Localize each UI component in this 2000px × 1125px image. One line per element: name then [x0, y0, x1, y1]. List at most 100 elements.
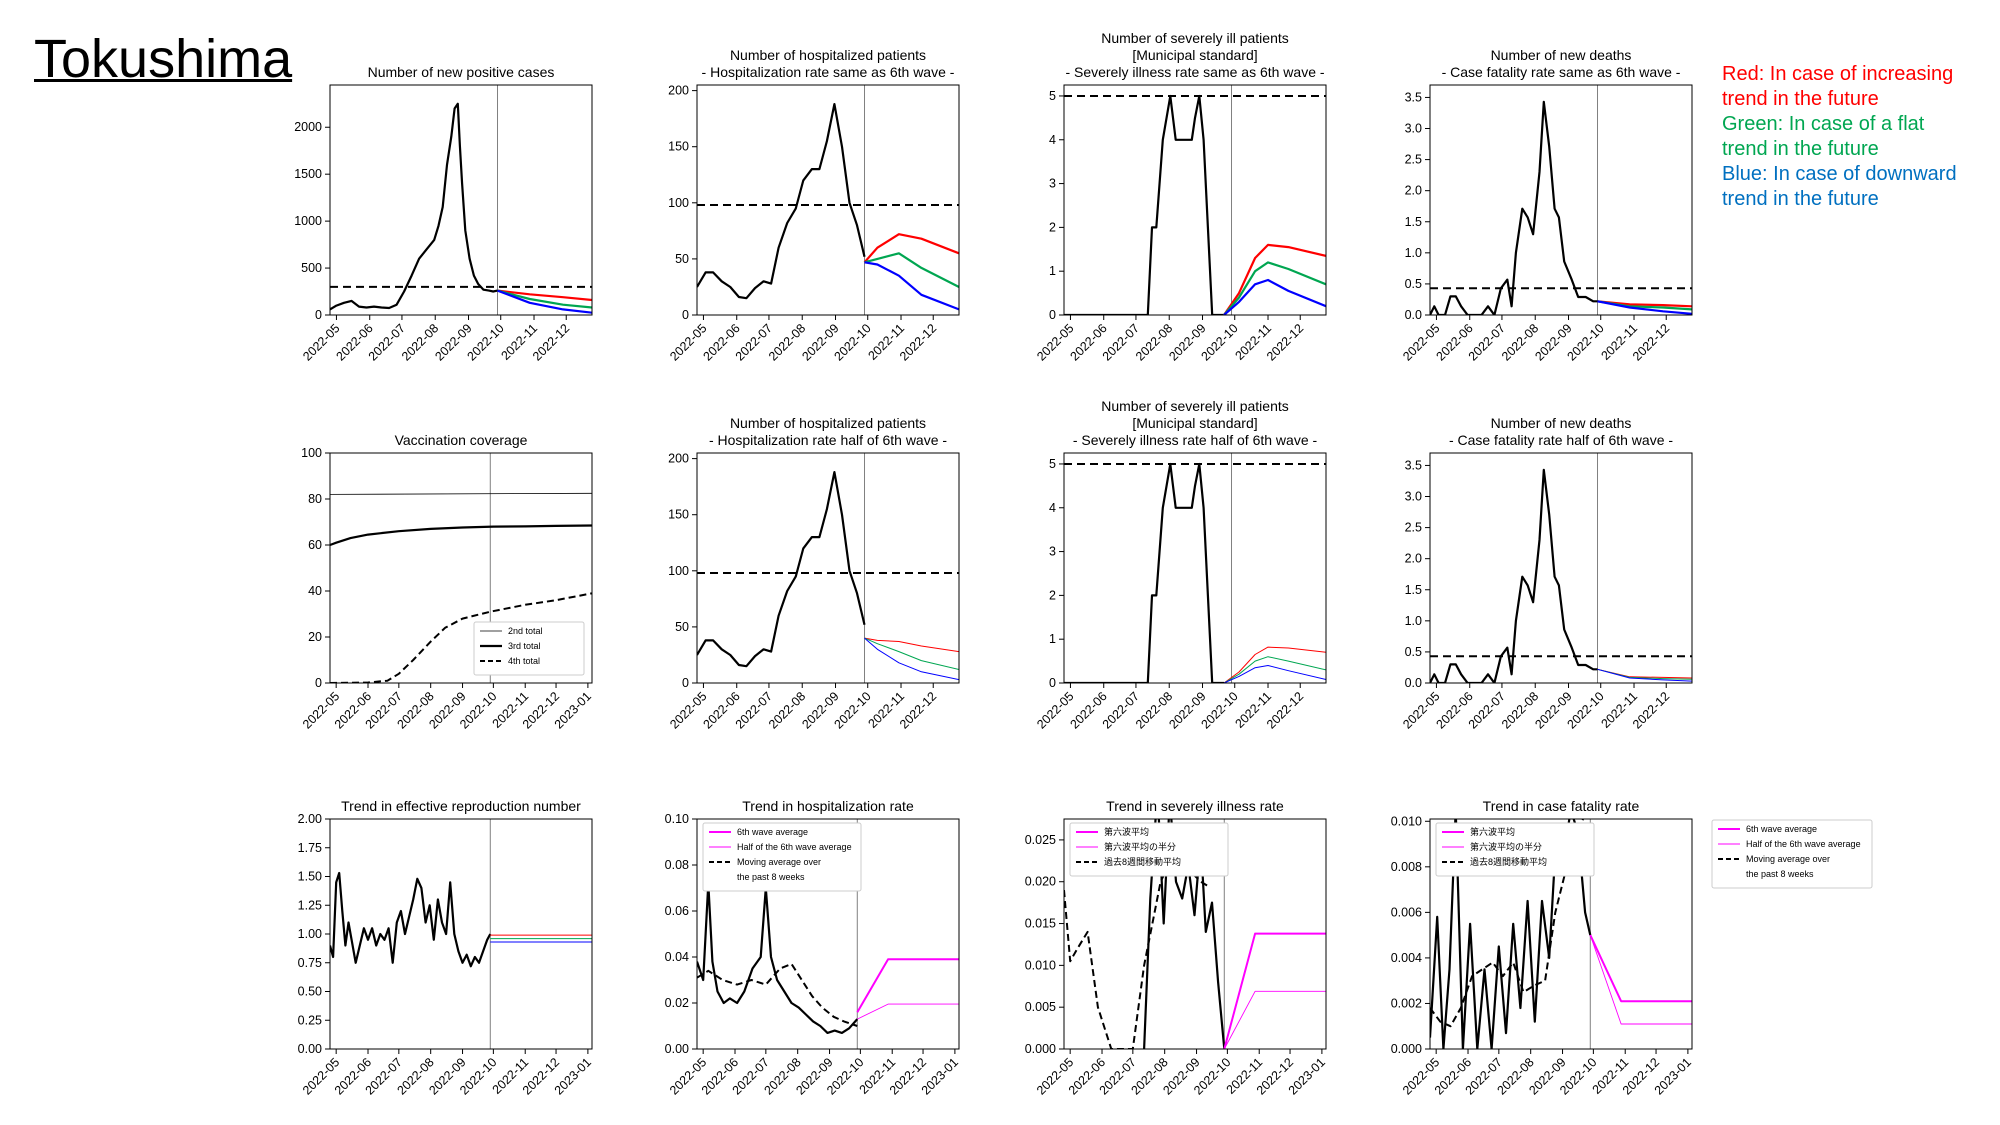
chart-panel-sev2: Number of severely ill patients[Municipa…: [1034, 398, 1327, 732]
note-line: Blue: In case of downward: [1722, 163, 1957, 185]
y-tick-label: 1.5: [1405, 583, 1422, 597]
legend: 2nd total 3rd total 4th total: [473, 621, 585, 676]
chart-title: [Municipal standard]: [1132, 47, 1257, 63]
series-line-magenta: [1589, 934, 1692, 1003]
series-line-black: [697, 882, 859, 1035]
y-tick-label: 1.25: [298, 898, 322, 912]
y-tick-label: 1: [1049, 632, 1056, 646]
y-tick-label: 0.10: [665, 812, 689, 826]
y-tick-label: 0.5: [1405, 645, 1422, 659]
legend-label: Moving average over: [737, 857, 821, 867]
chart-panel-death1: Number of new deaths- Case fatality rate…: [1400, 47, 1693, 364]
series-line-blue: [1597, 300, 1692, 315]
legend-label: 3rd total: [508, 641, 541, 651]
y-tick-label: 200: [668, 452, 689, 466]
y-tick-label: 2.5: [1405, 521, 1422, 535]
y-tick-label: 1: [1049, 264, 1056, 278]
series-line-red: [497, 289, 592, 302]
series-line-red_thin: [1597, 668, 1692, 679]
series-line-black: [330, 871, 492, 968]
series-line-blue_thin: [1223, 665, 1326, 683]
series-line-dashed: [1430, 819, 1585, 1028]
plot-frame: [1063, 452, 1327, 684]
y-tick-label: 0.010: [1391, 814, 1422, 828]
series-line-red: [1223, 243, 1326, 315]
y-tick-label: 2.0: [1405, 184, 1422, 198]
series-line-thick: [330, 524, 592, 547]
chart-title: Trend in severely illness rate: [1106, 798, 1284, 814]
legend-label: 過去8週間移動平均: [1104, 856, 1181, 867]
y-tick-label: 1.0: [1405, 246, 1422, 260]
chart-panel-srate: Trend in severely illness rate 0.000 0.005…: [1025, 798, 1328, 1098]
y-tick-label: 0.004: [1391, 951, 1422, 965]
series-line-blue: [1223, 278, 1326, 315]
y-tick-label: 1000: [294, 214, 322, 228]
legend-label: Moving average over: [1746, 854, 1830, 864]
page-title: Tokushima: [34, 29, 293, 89]
chart-title: [Municipal standard]: [1132, 415, 1257, 431]
legend-label: 6th wave average: [737, 827, 808, 837]
legend-box: [473, 621, 585, 676]
series-line-red_thin: [864, 637, 959, 653]
legend-box: [1069, 822, 1229, 877]
series-line-dashed: [330, 592, 592, 683]
y-tick-label: 5: [1049, 89, 1056, 103]
y-tick-label: 1.50: [298, 870, 322, 884]
y-tick-label: 5: [1049, 457, 1056, 471]
series-line-green: [497, 289, 592, 309]
series-line-dashed: [697, 962, 858, 1027]
chart-panel-frate: Trend in case fatality rate 0.000 0.002 0.0…: [1391, 798, 1694, 1098]
chart-panel-sev1: Number of severely ill patients[Municipa…: [1034, 30, 1327, 364]
y-tick-label: 0: [315, 676, 322, 690]
y-tick-label: 2.5: [1405, 153, 1422, 167]
y-tick-label: 2000: [294, 120, 322, 134]
y-tick-label: 500: [301, 261, 322, 275]
y-tick-label: 3.0: [1405, 122, 1422, 136]
series-line-black: [1064, 462, 1224, 683]
chart-panel-death2: Number of new deaths- Case fatality rate…: [1400, 415, 1693, 732]
plot-frame: [696, 818, 960, 1050]
y-tick-label: 0.000: [1025, 1042, 1056, 1056]
y-tick-label: 0.020: [1025, 875, 1056, 889]
plot-frame: [696, 84, 960, 316]
series-line-black: [1143, 819, 1226, 1049]
y-tick-label: 0: [682, 676, 689, 690]
y-tick-label: 0.00: [665, 1042, 689, 1056]
y-tick-label: 1.0: [1405, 614, 1422, 628]
chart-panel-vacc: Vaccination coverage0204060801002022-052…: [300, 432, 594, 732]
y-tick-label: 150: [668, 508, 689, 522]
chart-title: Number of new deaths: [1491, 47, 1632, 63]
legend-label: the past 8 weeks: [1746, 869, 1814, 879]
series-line-black: [697, 102, 866, 300]
y-tick-label: 80: [308, 492, 322, 506]
y-tick-label: 0.015: [1025, 917, 1056, 931]
legend-label: 過去8週間移動平均: [1470, 856, 1547, 867]
legend-label: Half of the 6th wave average: [1746, 839, 1861, 849]
y-tick-label: 3: [1049, 545, 1056, 559]
series-line-blue: [864, 261, 959, 311]
series-line-green: [864, 252, 959, 288]
note-line: Green: In case of a flat: [1722, 113, 1925, 135]
series-line-magenta_thin: [857, 1003, 959, 1020]
y-tick-label: 1.75: [298, 841, 322, 855]
y-tick-label: 0.04: [665, 950, 689, 964]
chart-title: Number of new deaths: [1491, 415, 1632, 431]
y-tick-label: 0.25: [298, 1013, 322, 1027]
series-line-black: [1430, 100, 1598, 315]
y-tick-label: 0: [315, 308, 322, 322]
y-tick-label: 0.75: [298, 956, 322, 970]
chart-panel-rt: Trend in effective reproduction number 0.…: [298, 798, 594, 1098]
y-tick-label: 40: [308, 584, 322, 598]
note-line: trend in the future: [1722, 188, 1879, 210]
series-line-magenta: [856, 958, 959, 1013]
y-tick-label: 50: [675, 252, 689, 266]
series-line-blue: [497, 289, 592, 314]
note-line: trend in the future: [1722, 88, 1879, 110]
chart-title: Number of severely ill patients: [1101, 398, 1289, 414]
y-tick-label: 0: [1049, 676, 1056, 690]
chart-title: Number of severely ill patients: [1101, 30, 1289, 46]
series-line-black: [1430, 468, 1598, 683]
plot-frame: [1063, 818, 1327, 1050]
y-tick-label: 0: [682, 308, 689, 322]
legend-label: 第六波平均: [1104, 826, 1149, 837]
